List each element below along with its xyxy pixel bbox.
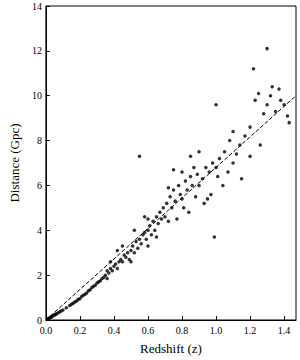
svg-text:4: 4 [37,225,42,236]
svg-text:8: 8 [37,135,42,146]
svg-text:14: 14 [32,1,42,12]
svg-text:0.2: 0.2 [74,325,87,336]
svg-text:0.0: 0.0 [40,325,53,336]
svg-text:1.4: 1.4 [278,325,291,336]
svg-text:Redshift (z): Redshift (z) [140,341,202,356]
svg-text:10: 10 [32,90,42,101]
svg-text:6: 6 [37,180,42,191]
svg-text:12: 12 [32,45,42,56]
svg-text:1.2: 1.2 [244,325,257,336]
svg-text:2: 2 [37,270,42,281]
svg-text:1.0: 1.0 [210,325,223,336]
svg-text:0.4: 0.4 [108,325,121,336]
svg-text:0.6: 0.6 [142,325,155,336]
svg-text:0: 0 [36,314,42,326]
svg-text:Distance (Gpc): Distance (Gpc) [7,123,22,202]
svg-text:0.8: 0.8 [176,325,189,336]
